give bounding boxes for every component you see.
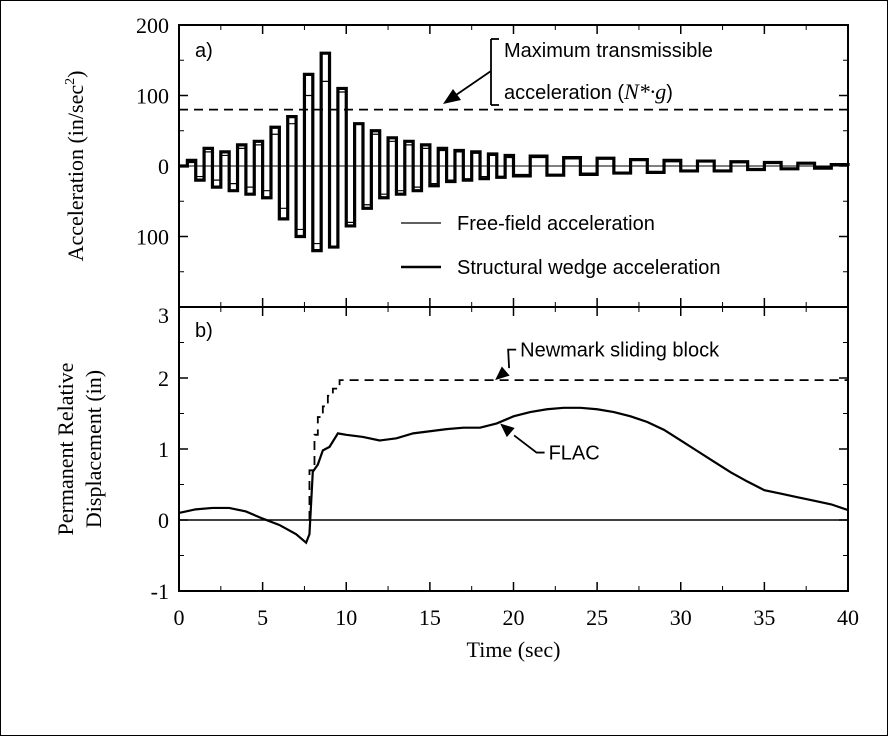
y-tick-label: -1 xyxy=(151,579,169,604)
panel-a-y-axis-label: Acceleration (in/sec2) xyxy=(63,71,88,262)
threshold-label-suffix: ) xyxy=(666,82,673,104)
panel-b-y-axis-label-line1: Permanent Relative xyxy=(53,363,78,536)
y-tick-label: 2 xyxy=(158,366,169,391)
series-free-field-acceleration xyxy=(179,80,849,248)
x-tick-label: 5 xyxy=(257,605,268,630)
annotation-label: FLAC xyxy=(549,443,600,465)
x-tick-label: 20 xyxy=(503,605,525,630)
y-tick-label: 1 xyxy=(158,437,169,462)
panel-b-y-axis-label-line2: Displacement (in) xyxy=(81,370,106,528)
x-tick-label: 0 xyxy=(174,605,185,630)
threshold-label-math: N*·g xyxy=(623,79,666,104)
text-layer: 0 5 10 15 20 25 30 35 4020010001003210-1a)b)Acce… xyxy=(53,13,859,662)
threshold-label-line1: Maximum transmissible xyxy=(504,40,713,62)
legend-entry-label: Free-field acceleration xyxy=(457,213,655,235)
series-structural-wedge-acceleration xyxy=(179,51,850,253)
annotation-leader xyxy=(513,434,545,454)
y-tick-label: 100 xyxy=(136,84,169,109)
panel-b-label: b) xyxy=(195,320,213,342)
y-tick-label: 3 xyxy=(158,303,169,328)
annotation-arrowhead xyxy=(495,366,510,381)
series-flac xyxy=(178,406,849,545)
panel-a-label: a) xyxy=(195,40,213,62)
x-tick-label: 35 xyxy=(753,605,775,630)
annotation-arrowhead xyxy=(500,423,515,438)
y-axis-label-text: Acceleration (in/sec xyxy=(63,85,88,262)
y-tick-label: 200 xyxy=(136,13,169,38)
threshold-label-line2: acceleration (N*·g) xyxy=(504,79,673,104)
y-axis-label-close: ) xyxy=(63,71,88,78)
y-tick-label: 0 xyxy=(158,508,169,533)
annotation-leader xyxy=(507,348,517,369)
threshold-arrowhead xyxy=(443,89,461,104)
x-axis-label: Time (sec) xyxy=(467,637,561,662)
threshold-label-prefix: acceleration ( xyxy=(504,82,624,104)
x-tick-label: 10 xyxy=(335,605,357,630)
axes-layer xyxy=(178,24,849,592)
x-tick-label: 30 xyxy=(670,605,692,630)
x-tick-label: 40 xyxy=(837,605,859,630)
series-layer xyxy=(178,38,850,545)
annotation-label: Newmark sliding block xyxy=(520,340,720,362)
x-tick-label: 25 xyxy=(586,605,608,630)
series-newmark-sliding-block xyxy=(308,379,848,520)
x-tick-label: 15 xyxy=(419,605,441,630)
y-tick-label: 0 xyxy=(158,154,169,179)
y-axis-label-exponent: 2 xyxy=(63,78,78,85)
y-tick-label: 100 xyxy=(136,225,169,250)
legend-entry-label: Structural wedge acceleration xyxy=(457,257,720,279)
threshold-arrow-shaft xyxy=(455,70,492,96)
